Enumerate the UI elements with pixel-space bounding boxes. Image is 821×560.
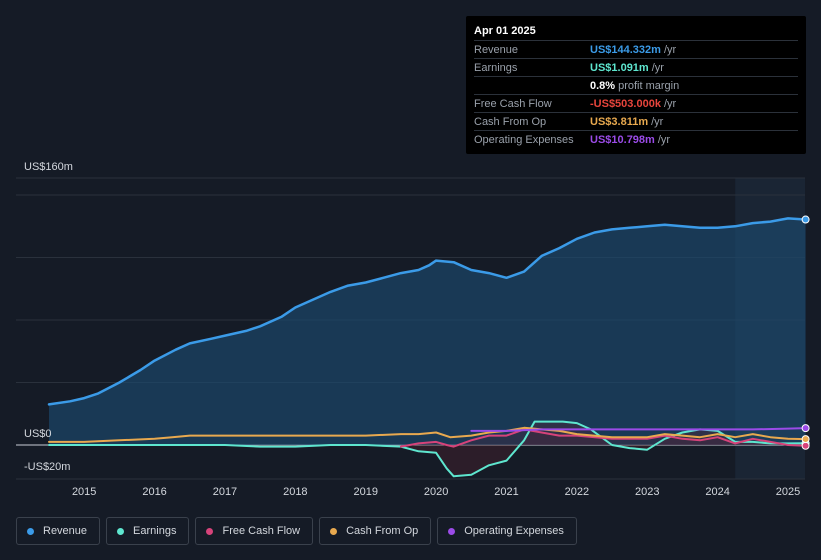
- revenue-line: [47, 217, 807, 406]
- legend-label: Free Cash Flow: [222, 525, 301, 537]
- y-tick-label-top: US$160m: [24, 161, 73, 173]
- x-tick-label: 2024: [705, 486, 729, 498]
- legend-label: Cash From Op: [346, 525, 419, 537]
- x-tick-label: 2016: [142, 486, 166, 498]
- tooltip-label: Cash From Op: [474, 115, 547, 128]
- free-cash-flow-line: [399, 428, 807, 448]
- x-tick-label: 2019: [353, 486, 377, 498]
- x-tick-label: 2025: [776, 486, 800, 498]
- tooltip-row-revenue: Revenue US$144.332m /yr: [474, 40, 798, 58]
- legend-label: Revenue: [43, 525, 88, 537]
- legend-item-operating-expenses[interactable]: Operating Expenses: [437, 517, 577, 545]
- operating-expenses-dot-icon: [448, 527, 456, 535]
- cash-from-op-line: [48, 426, 807, 443]
- tooltip-row-fcf: Free Cash Flow -US$503.000k /yr: [474, 94, 798, 112]
- y-axis-labels: US$160m US$0 -US$20m: [24, 161, 73, 473]
- earnings-area: [49, 421, 806, 477]
- tooltip: Apr 01 2025 Revenue US$144.332m /yr Earn…: [466, 16, 806, 154]
- x-tick-label: 2023: [635, 486, 659, 498]
- tooltip-row-margin: 0.8% profit margin: [474, 76, 798, 94]
- legend-item-earnings[interactable]: Earnings: [106, 517, 190, 545]
- tooltip-row-cfo: Cash From Op US$3.811m /yr: [474, 112, 798, 130]
- series-lines: [47, 217, 807, 478]
- tooltip-value: US$3.811m: [590, 115, 649, 128]
- free-cash-flow-dot-icon: [206, 527, 214, 535]
- y-tick-label-zero: US$0: [24, 428, 52, 440]
- tooltip-unit: /yr: [663, 43, 677, 56]
- tooltip-unit: /yr: [663, 97, 677, 110]
- area-fills: [49, 218, 806, 477]
- revenue-end-marker: [801, 215, 810, 224]
- free-cash-flow-end-marker: [801, 441, 810, 450]
- tooltip-unit: /yr: [651, 115, 664, 128]
- cash-from-op-end-marker: [801, 435, 810, 444]
- cash-from-op-dot-icon: [330, 527, 338, 535]
- tooltip-value: US$144.332m: [590, 43, 661, 56]
- legend-label: Earnings: [133, 525, 177, 537]
- tooltip-value: US$1.091m: [590, 61, 649, 74]
- tooltip-unit: profit margin: [618, 79, 680, 92]
- operating-expenses-line: [470, 427, 807, 432]
- revenue-area: [49, 218, 806, 445]
- legend-label: Operating Expenses: [464, 525, 564, 537]
- tooltip-unit: /yr: [651, 61, 664, 74]
- legend: Revenue Earnings Free Cash Flow Cash Fro…: [16, 517, 577, 545]
- tooltip-label: Earnings: [474, 61, 518, 74]
- x-tick-label: 2018: [283, 486, 307, 498]
- y-tick-label-bottom: -US$20m: [24, 461, 70, 473]
- legend-item-cash-from-op[interactable]: Cash From Op: [319, 517, 432, 545]
- operating-expenses-end-marker: [801, 424, 810, 433]
- legend-item-free-cash-flow[interactable]: Free Cash Flow: [195, 517, 314, 545]
- free-cash-flow-area: [400, 429, 806, 447]
- legend-item-revenue[interactable]: Revenue: [16, 517, 101, 545]
- tooltip-value: -US$503.000k: [590, 97, 661, 110]
- x-tick-label: 2020: [424, 486, 448, 498]
- series-end-markers: [801, 215, 810, 450]
- x-tick-label: 2015: [72, 486, 96, 498]
- revenue-dot-icon: [27, 527, 34, 535]
- x-tick-label: 2021: [494, 486, 518, 498]
- x-tick-label: 2017: [213, 486, 237, 498]
- tooltip-label: Operating Expenses: [474, 133, 574, 146]
- tooltip-row-opex: Operating Expenses US$10.798m /yr: [474, 130, 798, 148]
- tooltip-date: Apr 01 2025: [474, 25, 536, 37]
- tooltip-row-earnings: Earnings US$1.091m /yr: [474, 58, 798, 76]
- tooltip-value: 0.8%: [590, 79, 616, 92]
- tooltip-label: Free Cash Flow: [474, 97, 552, 110]
- x-axis-labels: 2015 2016 2017 2018 2019 2020 2021 2022 2023 2024…: [72, 486, 800, 498]
- tooltip-value: US$10.798m: [590, 133, 655, 146]
- tooltip-unit: /yr: [657, 133, 671, 146]
- x-tick-label: 2022: [565, 486, 589, 498]
- tooltip-label: Revenue: [474, 43, 519, 56]
- earnings-dot-icon: [117, 527, 125, 535]
